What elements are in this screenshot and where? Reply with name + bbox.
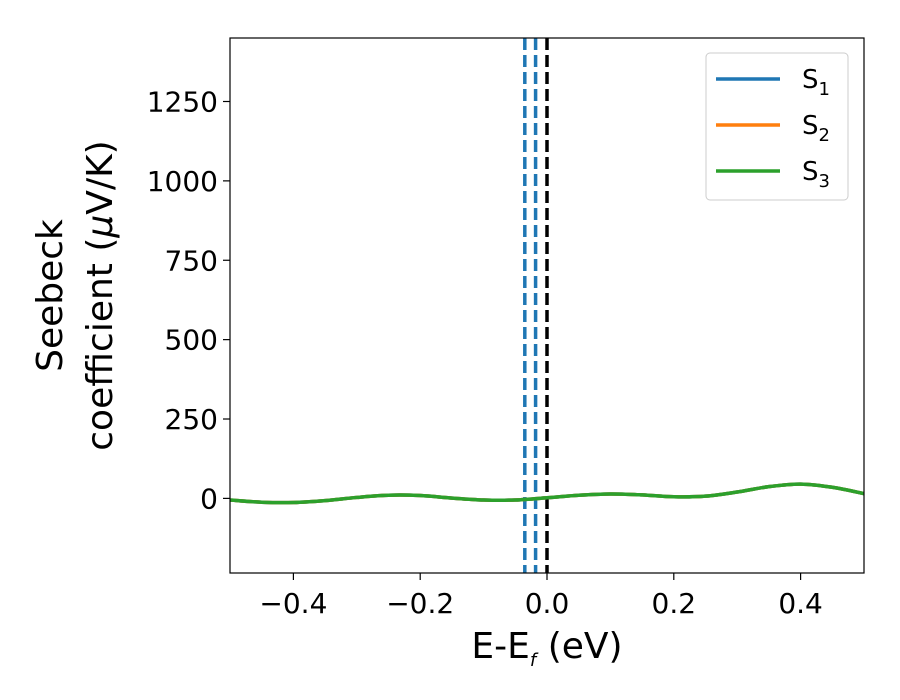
y-tick-label: 250 <box>165 403 218 436</box>
y-axis-label-line2-text: coefficient ( <box>80 238 121 451</box>
legend-label-sub: 2 <box>819 125 830 146</box>
legend-label-S2: S2 <box>802 111 830 146</box>
legend-label-main: S <box>802 65 819 95</box>
y-tick-label: 750 <box>165 244 218 277</box>
y-axis-label-line1: Seebeck <box>30 219 71 372</box>
x-axis-label-main: E-E <box>471 626 529 667</box>
x-axis-label-sub: f <box>530 650 539 671</box>
x-tick-label: −0.2 <box>386 587 454 620</box>
legend-label-sub: 3 <box>819 171 830 192</box>
x-tick-label: 0.0 <box>525 587 570 620</box>
legend-label-main: S <box>802 111 819 141</box>
y-axis-ticks: 0 250 500 750 1000 1250 <box>147 86 230 515</box>
x-tick-label: −0.4 <box>259 587 327 620</box>
x-axis-label: E-Ef (eV) <box>471 626 622 671</box>
y-tick-label: 0 <box>200 482 218 515</box>
series-line-S3 <box>230 482 864 505</box>
x-tick-label: 0.2 <box>652 587 697 620</box>
legend-label-sub: 1 <box>819 79 830 100</box>
y-tick-label: 500 <box>165 324 218 357</box>
y-tick-label: 1250 <box>147 86 218 119</box>
x-tick-label: 0.4 <box>778 587 823 620</box>
legend-label-main: S <box>802 157 819 187</box>
y-axis-label: Seebeck coefficient (μV/K) <box>30 140 121 450</box>
vertical-reference-lines <box>523 38 549 573</box>
x-axis-ticks: −0.4 −0.2 0.0 0.2 0.4 <box>259 573 823 620</box>
y-axis-label-line2: coefficient (μV/K) <box>80 140 121 450</box>
x-axis-label-unit: (eV) <box>536 626 622 667</box>
legend-label-S1: S1 <box>802 65 830 100</box>
y-axis-label-unit: V/K) <box>80 140 121 214</box>
legend-label-S3: S3 <box>802 157 830 192</box>
y-axis-label-mu: μ <box>80 215 121 239</box>
series-lines <box>230 482 864 505</box>
y-tick-label: 1000 <box>147 165 218 198</box>
